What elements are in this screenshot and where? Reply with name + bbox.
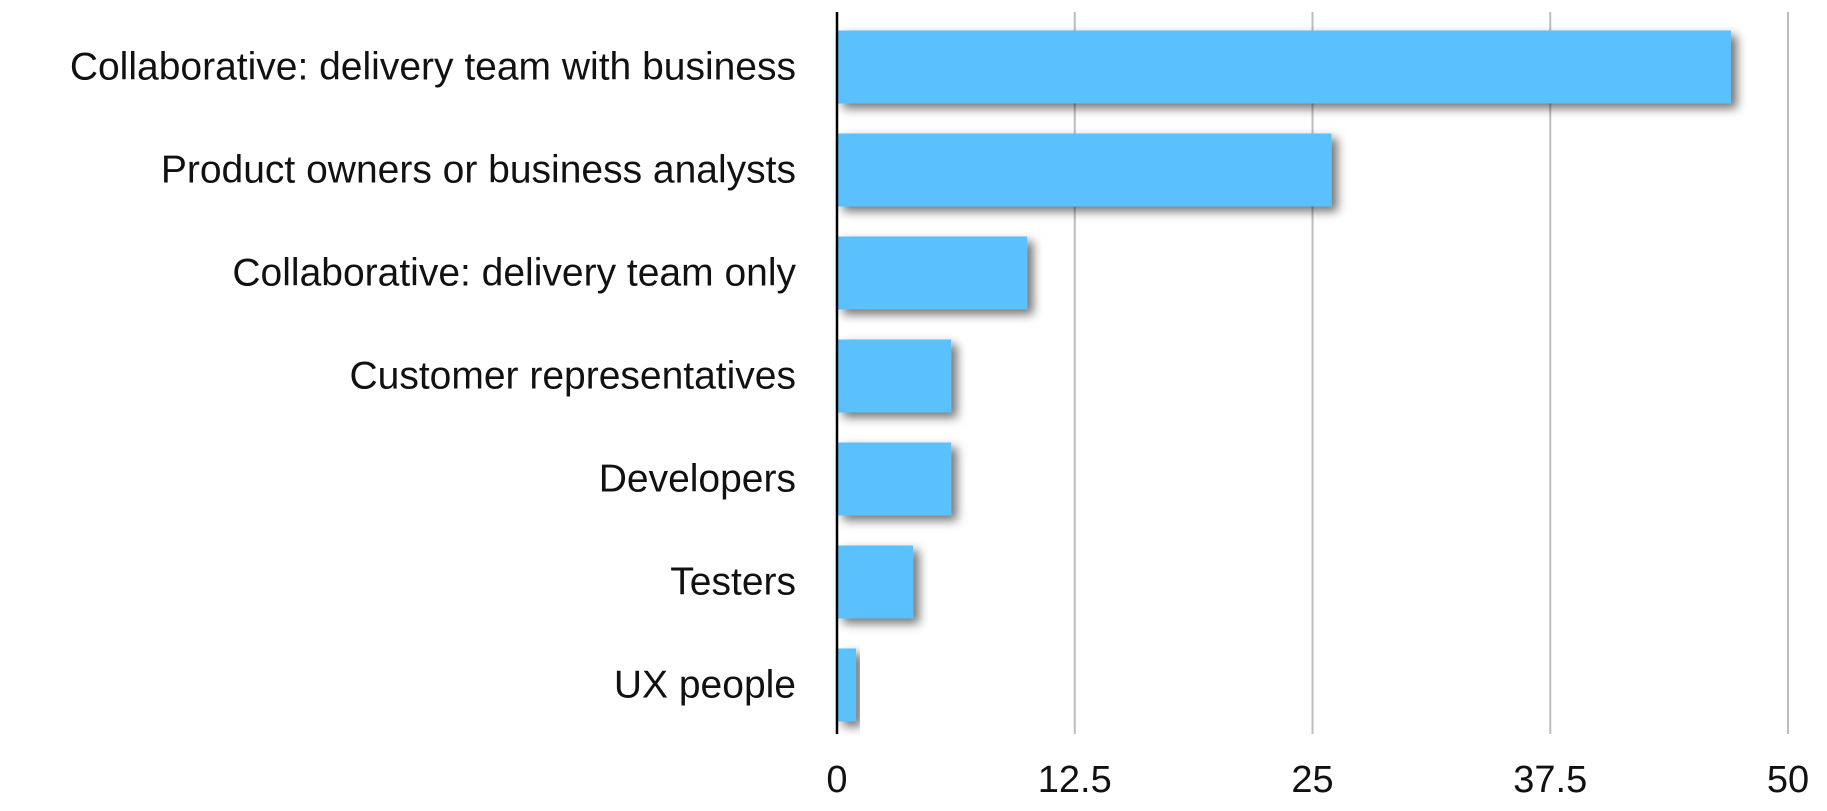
category-labels: Collaborative: delivery team with busine… [70, 46, 797, 707]
bar [837, 133, 1332, 207]
gridlines [1073, 12, 1789, 734]
x-tick-label: 50 [1767, 759, 1809, 801]
bar [837, 30, 1731, 104]
x-tick-label: 0 [826, 759, 847, 801]
x-tick-labels: 0 12.5 25 37.5 50 [826, 759, 1809, 801]
category-label: UX people [614, 664, 796, 707]
x-tick-label: 12.5 [1038, 759, 1112, 801]
bar [837, 545, 914, 619]
category-label: Collaborative: delivery team only [232, 252, 796, 295]
bar [837, 236, 1028, 310]
bar [837, 442, 952, 516]
x-tick-label: 25 [1291, 759, 1333, 801]
category-label: Customer representatives [349, 355, 796, 398]
x-tick-label: 37.5 [1513, 759, 1587, 801]
category-label: Developers [599, 458, 796, 501]
category-label: Product owners or business analysts [161, 149, 796, 192]
bar [837, 339, 952, 413]
bars [837, 30, 1731, 722]
category-label: Testers [670, 561, 796, 604]
bar [837, 648, 857, 722]
category-label: Collaborative: delivery team with busine… [70, 46, 796, 89]
